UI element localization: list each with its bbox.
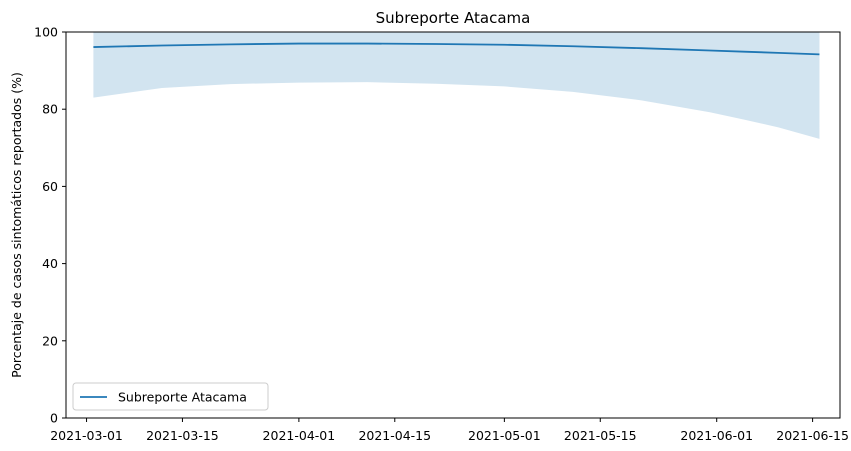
x-tick-label: 2021-06-15 [776,428,849,443]
x-tick-label: 2021-05-01 [468,428,541,443]
y-axis-label: Porcentaje de casos sintomáticos reporta… [9,72,24,378]
plot-frame [65,31,841,419]
legend: Subreporte Atacama [72,382,269,411]
y-tick-label: 100 [34,25,58,40]
chart-title: Subreporte Atacama [376,9,531,27]
x-tick-label: 2021-03-15 [146,428,219,443]
x-tick-label: 2021-03-01 [50,428,123,443]
legend-label: Subreporte Atacama [118,390,247,405]
series-line-subreporte-atacama [93,42,820,56]
y-tick-label: 40 [42,256,58,271]
y-tick-label: 20 [42,333,58,348]
x-tick-label: 2021-06-01 [680,428,753,443]
x-tick-label: 2021-04-01 [263,428,336,443]
y-tick-label: 80 [42,102,58,117]
legend-box [72,382,269,411]
y-tick-label: 60 [42,179,58,194]
confidence-band [93,32,820,139]
x-tick-label: 2021-04-15 [358,428,431,443]
x-tick-label: 2021-05-15 [564,428,637,443]
y-tick-label: 0 [50,411,58,426]
plot-area: 0 20 40 60 80 100 2021-03-01 2021-03-15 2021-04-… [34,25,849,444]
